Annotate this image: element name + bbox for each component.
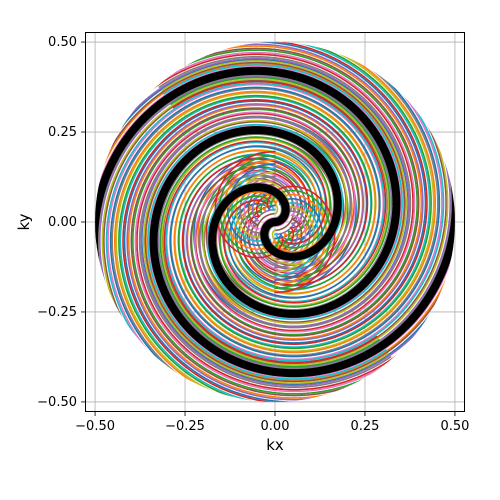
y-ticks: −0.50 −0.25 0.00 0.25 0.50 xyxy=(37,35,85,410)
plot-svg: −0.50−0.250.000.250.50 −0.50−0.250.000.2… xyxy=(85,32,465,412)
y-axis-label: ky xyxy=(15,213,33,230)
y-tick-label: −0.50 xyxy=(37,395,77,410)
x-tick-label: −0.50 xyxy=(75,419,115,434)
x-tick-label: 0.00 xyxy=(261,419,290,434)
x-tick-label: 0.25 xyxy=(350,419,379,434)
x-tick-label: 0.50 xyxy=(440,419,469,434)
figure: −0.50 −0.25 0.00 0.25 0.50 −0.50 −0.25 0.00 0.2… xyxy=(0,0,500,500)
y-tick-label: 0.00 xyxy=(48,215,77,230)
y-tick-label: 0.25 xyxy=(48,125,77,140)
y-tick-label: 0.50 xyxy=(48,35,77,50)
x-ticks: −0.50 −0.25 0.00 0.25 0.50 xyxy=(75,412,469,434)
y-tick-label: −0.25 xyxy=(37,305,77,320)
x-tick-label: −0.25 xyxy=(165,419,205,434)
plot-axes: −0.50−0.250.000.250.50 −0.50−0.250.000.2… xyxy=(85,32,465,412)
x-axis-label: kx xyxy=(266,436,284,454)
